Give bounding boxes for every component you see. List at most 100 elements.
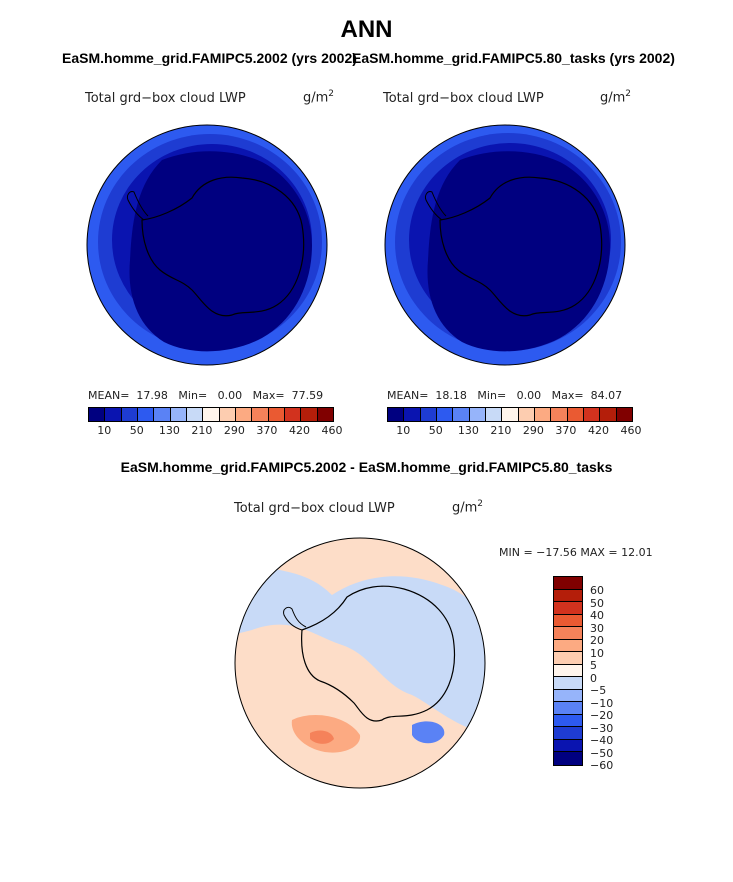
colorbar-swatch	[554, 677, 582, 690]
colorbar-swatch	[420, 408, 437, 421]
colorbar-swatch	[583, 408, 601, 421]
colorbar-swatch	[284, 408, 302, 421]
colorbar-tick-label: 210	[490, 424, 512, 437]
colorbar-tick-label: 460	[620, 424, 642, 437]
panel3-colorbar-labels: 60 50 40 30 20 10 5 0 −5 −10 −20 −30 −40 −50 −60	[590, 576, 650, 776]
colorbar-swatch	[121, 408, 138, 421]
colorbar-swatch	[554, 589, 582, 602]
panel3-subtitle: EaSM.homme_grid.FAMIPC5.2002 - EaSM.homm…	[120, 459, 613, 475]
colorbar-swatch	[554, 577, 582, 590]
colorbar-swatch	[554, 689, 582, 702]
panel2-peninsula-coast	[425, 191, 447, 221]
colorbar-tick-label: 10	[396, 424, 411, 437]
panel3-minmax: MIN = −17.56 MAX = 12.01	[499, 546, 653, 559]
colorbar-swatch	[554, 627, 582, 640]
colorbar-level-label: 10	[590, 646, 604, 660]
colorbar-tick-label: 50	[428, 424, 443, 437]
colorbar-tick-label: 130	[457, 424, 479, 437]
colorbar-level-label: −20	[590, 709, 614, 722]
panel1-units: g/m2	[303, 89, 335, 106]
panel1-peninsula-coast	[127, 191, 149, 221]
panel2-units: g/m2	[600, 89, 632, 106]
colorbar-swatch	[453, 408, 470, 421]
colorbar-swatch	[301, 408, 318, 421]
panel1-subtitle: EaSM.homme_grid.FAMIPC5.2002 (yrs 2002)	[62, 50, 357, 66]
panel3-colorbar	[553, 576, 583, 766]
panel2-core-region	[427, 151, 610, 352]
colorbar-swatch	[170, 408, 187, 421]
panel3-negative-anomaly	[412, 721, 445, 744]
colorbar-level-label: −50	[590, 746, 614, 760]
panel2-antarctica-coast	[439, 176, 603, 317]
panel1-antarctica-coast	[141, 176, 305, 317]
colorbar-swatch	[203, 408, 220, 421]
colorbar-swatch	[554, 702, 582, 715]
colorbar-swatch	[388, 408, 405, 421]
colorbar-tick-label: 420	[288, 424, 310, 437]
colorbar-level-label: 30	[590, 621, 604, 635]
colorbar-swatch	[554, 602, 582, 615]
panel1-colorbar-ticks: 10 50 130 210 290 370 420 460	[88, 424, 342, 438]
colorbar-swatch	[551, 408, 568, 421]
colorbar-swatch	[616, 408, 632, 421]
colorbar-swatch	[105, 408, 122, 421]
panel1-map-border	[86, 124, 328, 366]
colorbar-level-label: 50	[590, 596, 604, 610]
panel1-core-region	[129, 151, 312, 352]
panel1-map	[86, 124, 328, 366]
colorbar-swatch	[186, 408, 204, 421]
colorbar-swatch	[89, 408, 106, 421]
colorbar-swatch	[137, 408, 155, 421]
figure-title: ANN	[340, 16, 393, 43]
panel2-colorbar-ticks: 10 50 130 210 290 370 420 460	[387, 424, 641, 438]
panel2-colorbar	[387, 407, 633, 422]
colorbar-level-label: 20	[590, 634, 604, 647]
colorbar-level-label: −5	[590, 684, 607, 697]
colorbar-swatch	[600, 408, 617, 421]
panel3-units: g/m2	[452, 499, 484, 516]
colorbar-level-label: −40	[590, 734, 614, 747]
colorbar-swatch	[317, 408, 333, 421]
panel1-variable-title: Total grd−box cloud LWP	[85, 91, 246, 106]
colorbar-swatch	[235, 408, 253, 421]
colorbar-swatch	[554, 652, 582, 665]
colorbar-tick-label: 130	[158, 424, 180, 437]
colorbar-level-label: 60	[590, 584, 604, 597]
colorbar-swatch	[485, 408, 503, 421]
panel3-map	[234, 537, 486, 789]
panel3-variable-title: Total grd−box cloud LWP	[234, 501, 395, 516]
colorbar-swatch	[404, 408, 421, 421]
panel1-stats: MEAN= 17.98 Min= 0.00 Max= 77.59	[88, 389, 324, 402]
colorbar-swatch	[518, 408, 535, 421]
colorbar-tick-label: 370	[555, 424, 577, 437]
colorbar-tick-label: 420	[587, 424, 609, 437]
panel2-stats: MEAN= 18.18 Min= 0.00 Max= 84.07	[387, 389, 623, 402]
colorbar-swatch	[502, 408, 519, 421]
colorbar-level-label: 0	[590, 671, 597, 685]
colorbar-swatch	[554, 664, 582, 677]
colorbar-tick-label: 210	[191, 424, 213, 437]
colorbar-tick-label: 290	[522, 424, 544, 437]
colorbar-swatch	[554, 614, 582, 627]
colorbar-swatch	[534, 408, 552, 421]
colorbar-swatch	[268, 408, 285, 421]
colorbar-swatch	[554, 639, 582, 652]
colorbar-swatch	[252, 408, 269, 421]
colorbar-level-label: 40	[590, 609, 604, 622]
panel3-positive-core	[310, 730, 334, 744]
panel2-subtitle: EaSM.homme_grid.FAMIPC5.80_tasks (yrs 20…	[352, 50, 675, 66]
panel2-variable-title: Total grd−box cloud LWP	[383, 91, 544, 106]
colorbar-swatch	[219, 408, 236, 421]
colorbar-swatch	[554, 739, 582, 752]
colorbar-tick-label: 370	[256, 424, 278, 437]
colorbar-tick-label: 290	[223, 424, 245, 437]
panel3-map-border	[234, 537, 486, 789]
colorbar-level-label: −60	[590, 759, 614, 772]
panel1-colorbar	[88, 407, 334, 422]
colorbar-swatch	[469, 408, 486, 421]
colorbar-swatch	[554, 752, 582, 765]
panel2-map	[384, 124, 626, 366]
colorbar-swatch	[554, 714, 582, 727]
panel3-antarctica-coast	[301, 585, 456, 722]
colorbar-swatch	[154, 408, 171, 421]
